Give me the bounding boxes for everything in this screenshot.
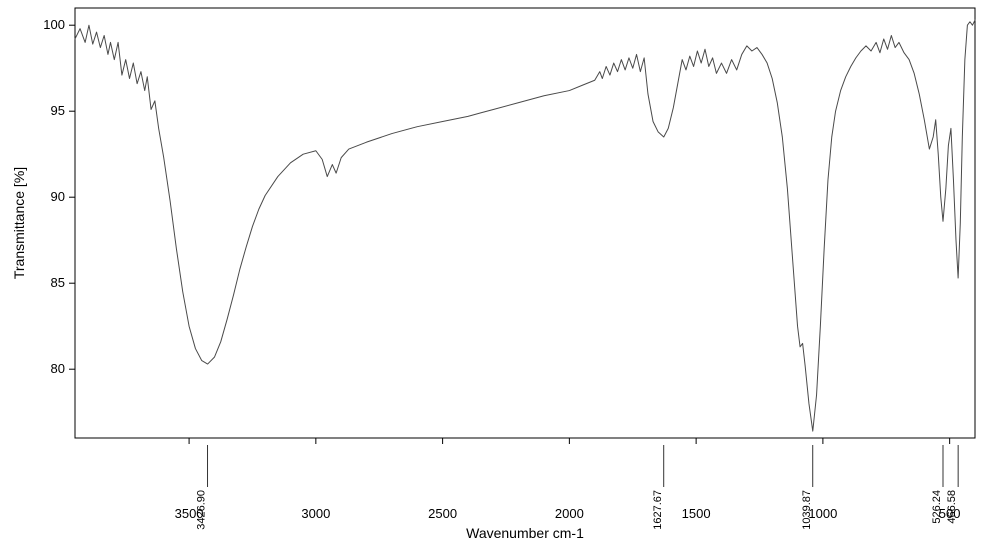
- y-tick-label: 100: [43, 17, 65, 32]
- peak-label: 1627.67: [652, 490, 664, 530]
- x-tick-label: 3000: [301, 506, 330, 521]
- y-axis-label: Transmittance [%]: [11, 167, 27, 279]
- y-tick-label: 85: [51, 275, 65, 290]
- y-tick-label: 90: [51, 189, 65, 204]
- x-axis-label: Wavenumber cm-1: [466, 525, 584, 541]
- y-tick-label: 95: [51, 103, 65, 118]
- y-tick-label: 80: [51, 361, 65, 376]
- spectrum-svg: 80859095100350030002500200015001000500Wa…: [0, 0, 1000, 553]
- peak-label: 526.24: [931, 490, 943, 524]
- x-tick-label: 2000: [555, 506, 584, 521]
- peak-label: 1039.87: [801, 490, 813, 530]
- x-tick-label: 1500: [682, 506, 711, 521]
- peak-label: 466.58: [946, 490, 958, 524]
- ir-spectrum-chart: 80859095100350030002500200015001000500Wa…: [0, 0, 1000, 553]
- x-tick-label: 2500: [428, 506, 457, 521]
- peak-label: 3426.90: [196, 490, 208, 530]
